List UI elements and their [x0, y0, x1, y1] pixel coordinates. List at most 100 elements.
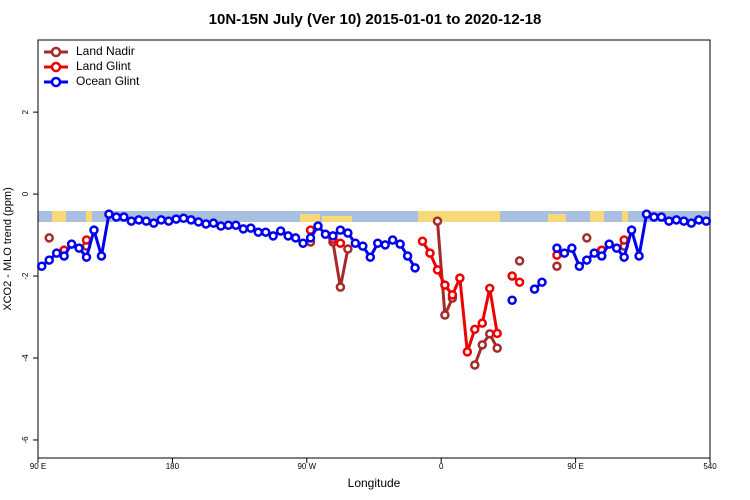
data-point — [604, 239, 614, 249]
data-point — [238, 224, 249, 234]
x-tick-label: 540 — [703, 462, 717, 471]
data-point — [582, 233, 592, 243]
data-point — [417, 236, 428, 246]
data-point — [51, 248, 62, 258]
data-point — [343, 244, 353, 254]
legend-swatch-marker — [50, 76, 62, 88]
y-tick-label: -6 — [21, 436, 30, 444]
data-point — [119, 212, 129, 222]
data-point — [440, 310, 450, 320]
data-point — [126, 216, 137, 226]
data-point — [74, 243, 84, 253]
data-point — [619, 252, 629, 262]
data-point — [380, 240, 390, 250]
data-point — [462, 347, 473, 357]
data-point — [671, 215, 682, 225]
data-point — [484, 283, 495, 294]
data-point — [507, 271, 517, 281]
data-point — [305, 233, 316, 243]
data-point — [201, 219, 211, 229]
data-point — [641, 209, 652, 219]
data-point — [567, 243, 577, 253]
data-point — [537, 277, 547, 287]
legend-label: Land Nadir — [76, 44, 135, 58]
data-point — [574, 261, 585, 271]
data-point — [425, 248, 435, 258]
data-point — [432, 265, 443, 275]
data-point — [343, 228, 353, 238]
y-tick-label: 2 — [21, 109, 30, 114]
plot-frame — [37, 39, 711, 459]
data-point — [290, 233, 301, 243]
data-point — [679, 216, 689, 226]
data-point — [358, 241, 368, 251]
data-point — [36, 261, 47, 271]
data-point — [664, 216, 674, 226]
x-tick-label: 0 — [439, 462, 444, 471]
data-point — [44, 233, 54, 243]
data-point — [649, 212, 659, 222]
data-point — [148, 218, 159, 228]
legend-swatch-marker — [50, 46, 62, 58]
data-point — [432, 216, 443, 226]
data-point — [596, 251, 607, 261]
data-point — [484, 329, 495, 339]
data-point — [611, 243, 622, 253]
data-point — [350, 238, 361, 249]
x-tick-label: 90 W — [297, 462, 316, 471]
data-point — [328, 231, 338, 241]
data-point — [81, 235, 92, 245]
data-point — [44, 255, 54, 265]
y-axis-label: XCO2 - MLO trend (ppm) — [2, 187, 14, 310]
data-point — [96, 251, 107, 261]
data-point — [141, 216, 152, 226]
y-tick-label: -4 — [21, 354, 30, 362]
data-point — [507, 295, 517, 305]
data-point — [335, 238, 346, 249]
data-point — [193, 217, 204, 227]
data-point — [387, 235, 398, 245]
data-point — [589, 248, 600, 258]
data-point — [178, 213, 189, 224]
data-point — [216, 221, 226, 231]
x-tick-label: 180 — [166, 462, 180, 471]
data-point — [470, 324, 480, 335]
y-tick-label: 0 — [21, 191, 30, 196]
x-axis-label: Longitude — [348, 476, 401, 490]
data-point — [395, 239, 405, 249]
legend-label: Ocean Glint — [76, 74, 140, 88]
legend-label: Land Glint — [76, 59, 131, 73]
data-point — [298, 238, 308, 249]
data-point — [111, 212, 122, 222]
data-point — [134, 215, 144, 225]
data-point — [694, 215, 704, 225]
data-point — [634, 251, 644, 261]
y-tick-label: -2 — [21, 272, 30, 280]
data-point — [686, 218, 697, 228]
data-point — [656, 212, 667, 222]
data-point — [253, 227, 264, 237]
data-point — [171, 214, 181, 224]
data-point — [335, 282, 346, 292]
data-point — [104, 209, 114, 219]
data-point — [66, 239, 77, 249]
data-point — [335, 225, 346, 235]
series-line — [333, 239, 624, 352]
data-point — [552, 243, 562, 253]
data-point — [514, 256, 525, 266]
data-point — [246, 223, 256, 233]
data-point — [365, 252, 376, 262]
data-point — [529, 284, 540, 294]
legend-swatch-marker — [50, 61, 62, 73]
data-point — [455, 273, 465, 283]
data-point — [514, 277, 525, 287]
data-point — [477, 340, 488, 350]
chart-title: 10N-15N July (Ver 10) 2015-01-01 to 2020… — [209, 11, 542, 28]
data-point — [320, 229, 331, 239]
x-tick-label: 90 E — [567, 462, 583, 471]
data-point — [447, 290, 458, 300]
data-point — [163, 216, 174, 226]
data-point — [492, 328, 502, 339]
data-point — [59, 251, 69, 261]
